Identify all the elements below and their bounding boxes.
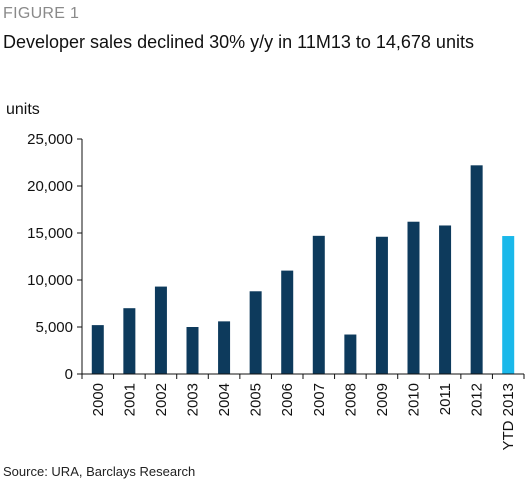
x-tick-label: 2010	[406, 383, 423, 416]
bar-2012	[470, 165, 483, 374]
y-tick-label: 0	[65, 366, 73, 383]
bar-2004	[218, 321, 231, 374]
y-tick-label: 10,000	[27, 272, 73, 289]
x-tick-label: 2003	[185, 383, 202, 416]
bar-2006	[281, 270, 294, 374]
figure-label: FIGURE 1	[3, 5, 80, 22]
y-axis: 0 5,000 10,000 15,000 20,000 25,000	[27, 131, 83, 383]
y-tick-label: 25,000	[27, 131, 73, 148]
x-tick-label: 2000	[90, 383, 107, 416]
bars	[91, 165, 515, 374]
x-tick-label: 2007	[311, 383, 328, 416]
bar-2009	[375, 236, 388, 374]
x-tick-label: 2006	[279, 383, 296, 416]
bar-2007	[312, 235, 325, 374]
bar-2003	[186, 327, 199, 374]
y-tick-label: 15,000	[27, 225, 73, 242]
y-tick-label: 20,000	[27, 178, 73, 195]
bar-2005	[249, 291, 262, 374]
bar-2008	[344, 334, 357, 374]
y-axis-unit-label: units	[6, 101, 40, 118]
bar-2000	[91, 325, 104, 374]
x-tick-label: 2001	[121, 383, 138, 416]
x-tick-label: 2009	[374, 383, 391, 416]
x-tick-label: 2004	[216, 383, 233, 416]
source-note: Source: URA, Barclays Research	[3, 464, 196, 479]
chart-title: Developer sales declined 30% y/y in 11M1…	[3, 32, 474, 52]
bar-2011	[439, 225, 452, 374]
x-tick-label: 2005	[248, 383, 265, 416]
x-axis: 2000 2001 2002 2003 2004 2005 2006 2007 2008 2009…	[81, 373, 525, 451]
x-tick-label: 2012	[469, 383, 486, 416]
bar-2001	[123, 308, 136, 374]
bar-2002	[154, 286, 167, 374]
x-tick-label: YTD 2013	[500, 383, 517, 451]
x-tick-label: 2011	[437, 383, 454, 415]
bar-ytd-2013	[502, 236, 515, 374]
x-tick-label: 2008	[342, 383, 359, 416]
x-tick-label: 2002	[153, 383, 170, 416]
bar-2010	[407, 221, 420, 374]
y-tick-label: 5,000	[35, 319, 73, 336]
